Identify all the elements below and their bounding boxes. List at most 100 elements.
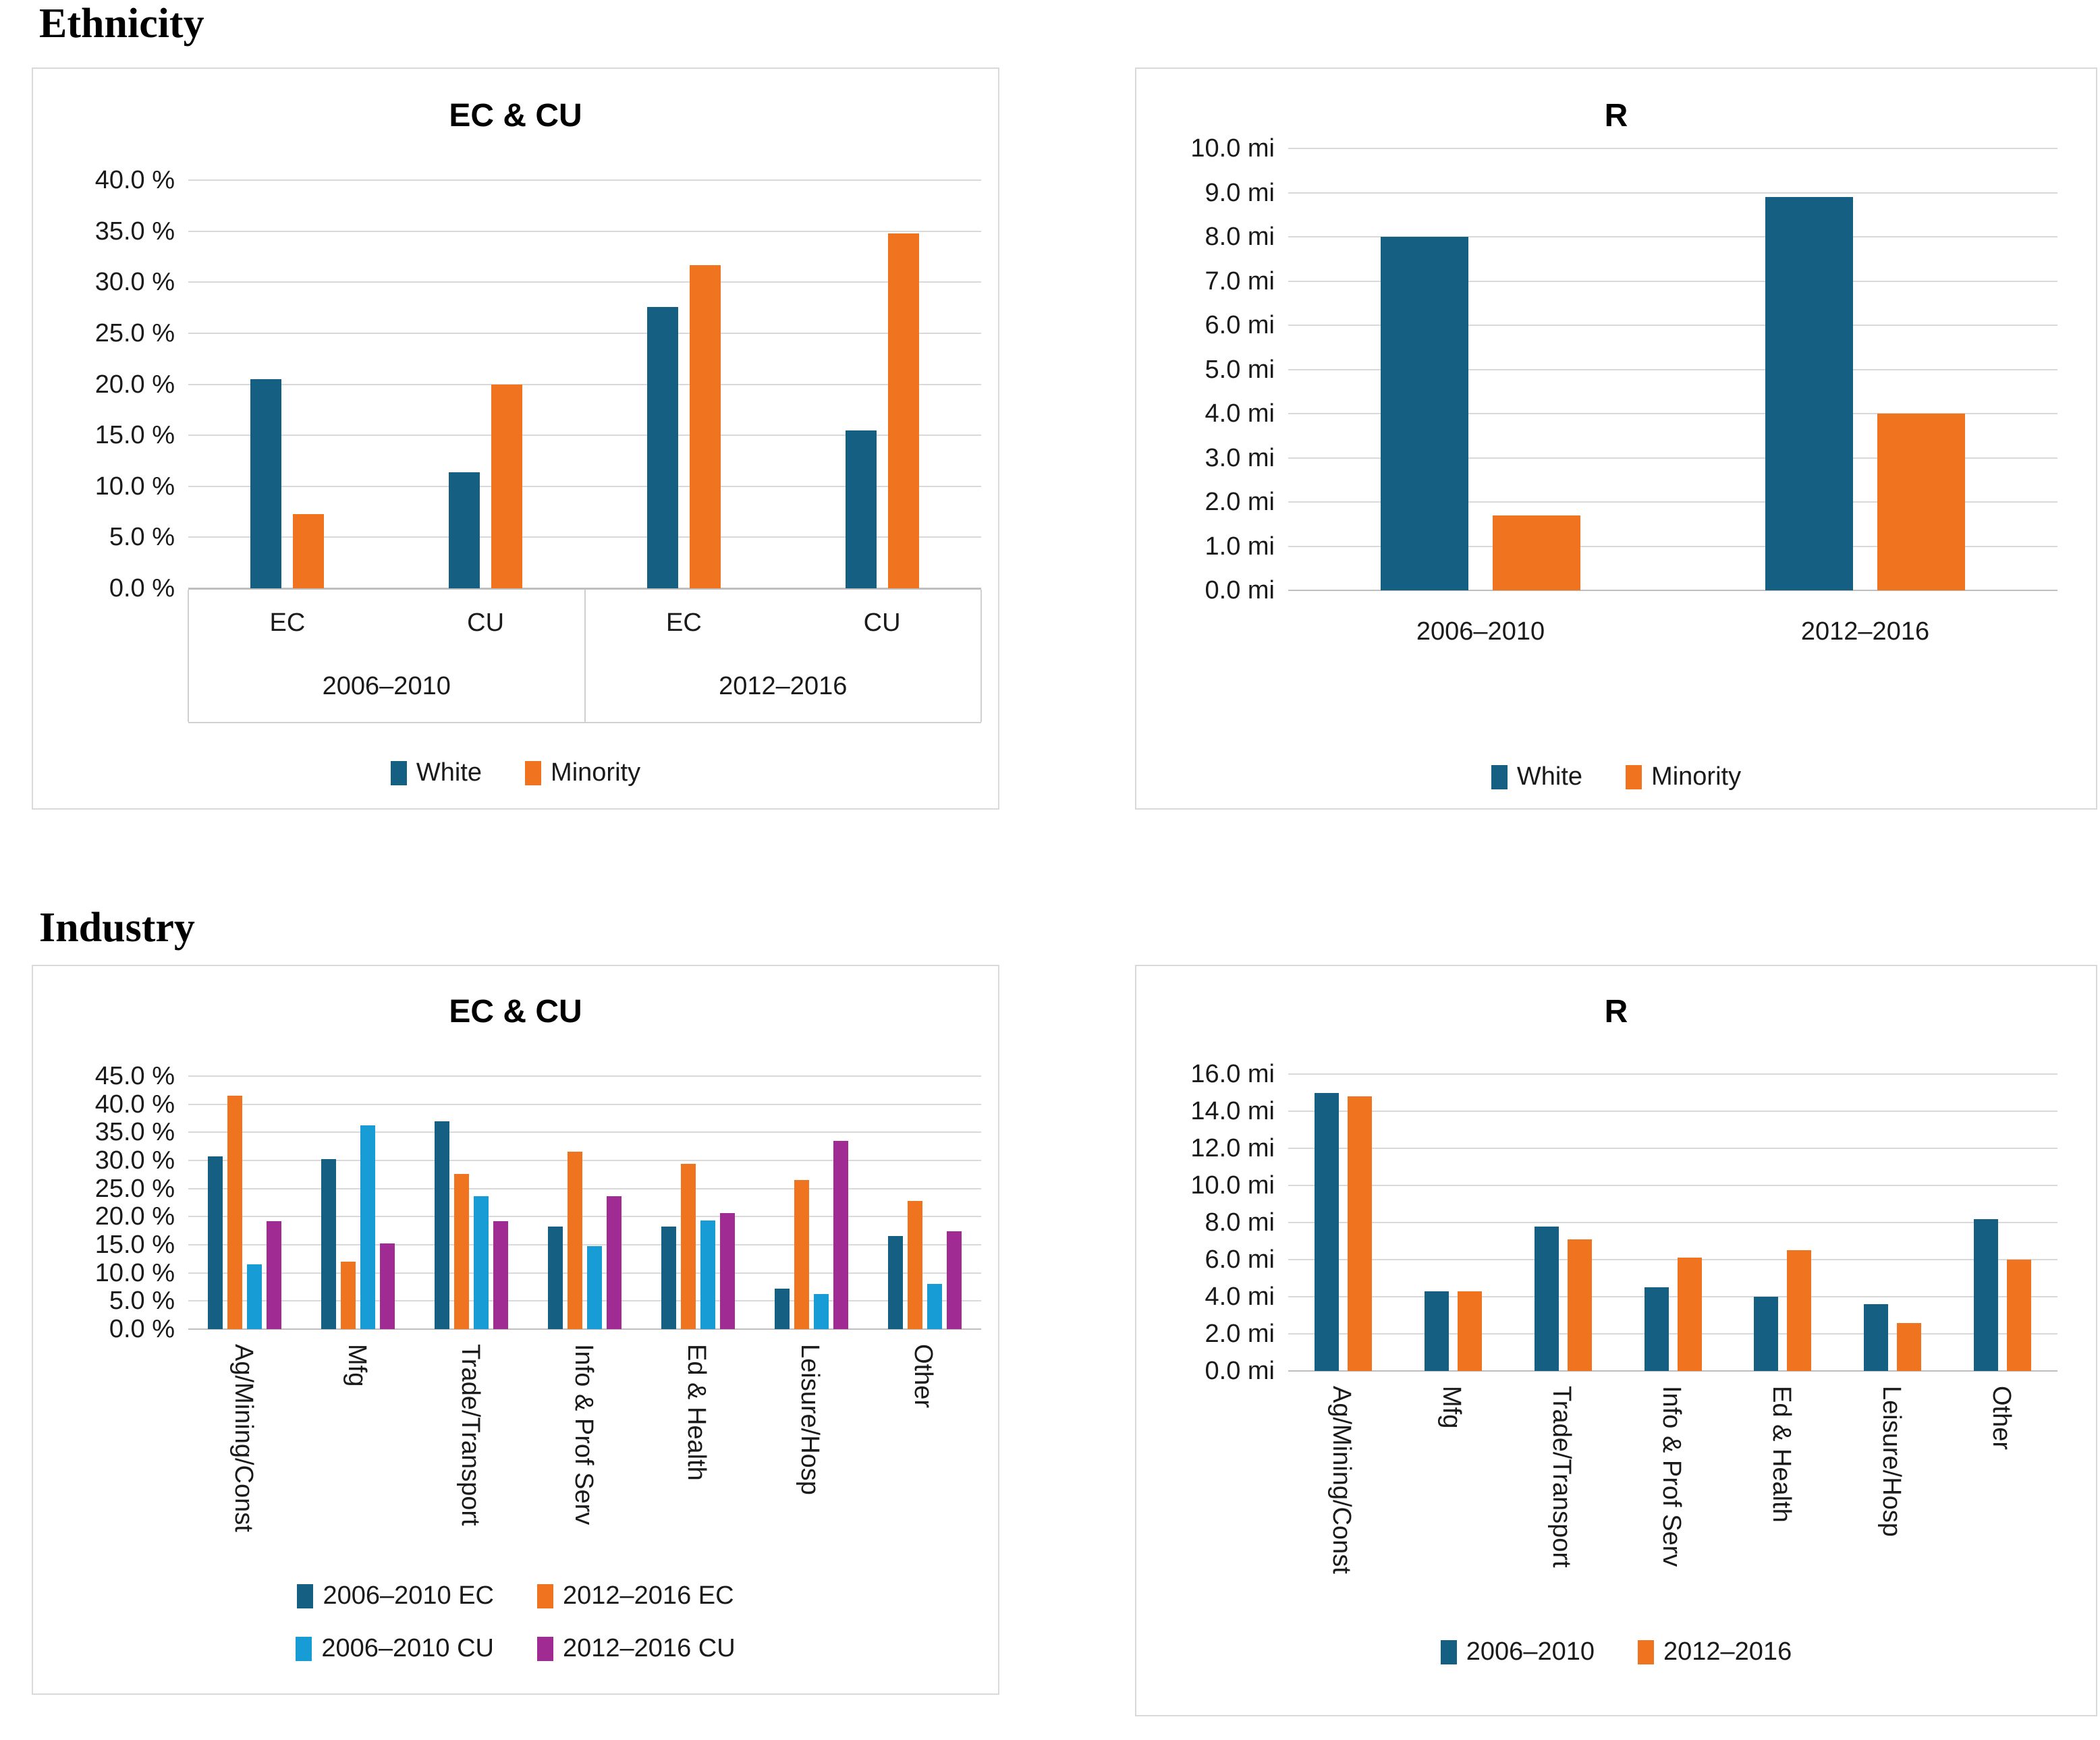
bar-2012-2016-cu-5 [833, 1140, 848, 1329]
bar-2012-2016-ec-2 [454, 1174, 470, 1329]
legend-label: White [1516, 762, 1583, 791]
bar-group [754, 1076, 868, 1329]
axis-divider [188, 590, 189, 722]
chart-panel-industry-ec-cu: EC & CU 0.0 % 5.0 % 10.0 % 15.0 % 20.0 % 25.0 … [32, 965, 999, 1695]
x-label-ec-0: EC [269, 609, 306, 637]
bar-white-0 [1381, 237, 1468, 590]
gridline [188, 179, 981, 181]
y-tick-label: 2.0 mi [1205, 488, 1275, 516]
bar-2006-2010-1 [1424, 1291, 1449, 1371]
bar-group [585, 180, 783, 588]
bar-group [1288, 148, 1673, 590]
bar-group [1947, 1074, 2057, 1371]
bar-2012-2016-ec-5 [794, 1180, 809, 1329]
bar-2012-2016-2 [1567, 1239, 1592, 1371]
gridline [1288, 368, 2057, 370]
x-label-4: Ed & Health [1767, 1386, 1796, 1523]
bar-2012-2016-ec-4 [680, 1164, 696, 1329]
y-tick-label: 25.0 % [94, 318, 175, 347]
legend-item-minority: Minority [1626, 762, 1741, 791]
bar-group [1728, 1074, 1837, 1371]
bar-2006-2010-4 [1754, 1297, 1779, 1371]
bar-white-2 [646, 306, 678, 588]
bar-group [783, 180, 981, 588]
legend-item-white: White [1491, 762, 1582, 791]
legend-label: Minority [551, 758, 641, 787]
bar-2012-2016-cu-1 [380, 1243, 395, 1329]
gridline [1288, 413, 2057, 414]
y-tick-label: 16.0 mi [1190, 1060, 1275, 1088]
bar-2012-2016-3 [1677, 1258, 1702, 1371]
x-label-5: Leisure/Hosp [1877, 1386, 1906, 1537]
legend-label: 2012–2016 EC [563, 1581, 734, 1610]
gridline [1288, 148, 2057, 149]
legend-marker [297, 1583, 314, 1608]
gridline [1288, 236, 2057, 237]
chart-panel-industry-r: R 0.0 mi 2.0 mi 4.0 mi 6.0 mi 8.0 mi 10.0 mi 12… [1135, 965, 2097, 1716]
plot-area: 0.0 % 5.0 % 10.0 % 15.0 % 20.0 % 25.0 % 30.0 %… [95, 166, 981, 602]
y-tick-label: 12.0 mi [1190, 1134, 1275, 1162]
gridline [1288, 1185, 2057, 1186]
bar-2006-2010-cu-1 [360, 1125, 376, 1329]
legend-item-2006-2010-cu: 2006–2010 CU [296, 1634, 494, 1663]
bar-2006-2010-2 [1534, 1226, 1559, 1371]
bar-2012-2016-cu-2 [493, 1221, 509, 1329]
x-label-2: Trade/Transport [1547, 1386, 1576, 1568]
plot-area: 0.0 mi 2.0 mi 4.0 mi 6.0 mi 8.0 mi 10.0 mi 12.… [1190, 1060, 2057, 1385]
bar-2012-2016-cu-6 [946, 1231, 962, 1329]
gridline [188, 1216, 981, 1218]
gridline [1288, 1148, 2057, 1149]
x-label-6: Other [909, 1344, 938, 1409]
gridline [1288, 325, 2057, 326]
bar-2006-2010-cu-2 [474, 1196, 489, 1329]
bar-2006-2010-ec-6 [887, 1235, 903, 1329]
bar-group [415, 1076, 528, 1329]
bar-group [641, 1076, 754, 1329]
gridline [188, 1160, 981, 1161]
y-tick-label: 8.0 mi [1205, 223, 1275, 251]
bar-minority-3 [887, 233, 919, 588]
y-tick-label: 10.0 % [94, 1258, 175, 1287]
x-label-4: Ed & Health [682, 1344, 711, 1481]
x-label-ec-2: EC [665, 609, 702, 637]
y-tick-label: 4.0 mi [1205, 1283, 1275, 1311]
legend-item-2006-2010-ec: 2006–2010 EC [297, 1581, 494, 1610]
bar-2006-2010-ec-3 [548, 1226, 563, 1329]
bar-2006-2010-ec-1 [321, 1159, 337, 1329]
bar-2006-2010-ec-0 [208, 1156, 223, 1329]
chart-title: R [1604, 98, 1628, 134]
bar-group [1618, 1074, 1728, 1371]
bar-white-0 [250, 378, 282, 588]
gridline [188, 485, 981, 487]
bar-2006-2010-3 [1644, 1287, 1669, 1371]
chart-title: EC & CU [449, 98, 582, 134]
y-tick-label: 1.0 mi [1205, 532, 1275, 561]
y-tick-label: 30.0 % [94, 268, 175, 297]
bar-group [1508, 1074, 1618, 1371]
bar-2006-2010-cu-5 [813, 1294, 829, 1329]
y-tick-label: 0.0 mi [1205, 1357, 1275, 1385]
y-tick-label: 35.0 % [94, 217, 175, 246]
y-tick-label: 10.0 mi [1190, 1171, 1275, 1200]
chart-panel-ethnicity-r: R 0.0 mi 1.0 mi 2.0 mi 3.0 mi 4.0 mi 5.0 mi 6.0… [1135, 67, 2097, 810]
gridline [1288, 545, 2057, 547]
y-tick-label: 35.0 % [94, 1118, 175, 1147]
y-tick-label: 40.0 % [94, 166, 175, 194]
bar-white-1 [449, 472, 480, 588]
gridline [1288, 1111, 2057, 1112]
y-tick-label: 25.0 % [94, 1174, 175, 1203]
gridline [188, 1103, 981, 1105]
legend-marker [1638, 1639, 1654, 1664]
y-tick-label: 5.0 % [109, 523, 175, 552]
gridline [1288, 280, 2057, 282]
gridline [188, 1272, 981, 1274]
y-tick-label: 5.0 mi [1205, 355, 1275, 384]
bar-white-3 [845, 430, 877, 588]
gridline [188, 281, 981, 283]
gridline [1288, 457, 2057, 459]
bar-minority-2 [689, 264, 721, 588]
y-tick-label: 0.0 % [109, 1315, 175, 1343]
axis-divider [584, 590, 586, 722]
bar-group [1673, 148, 2057, 590]
